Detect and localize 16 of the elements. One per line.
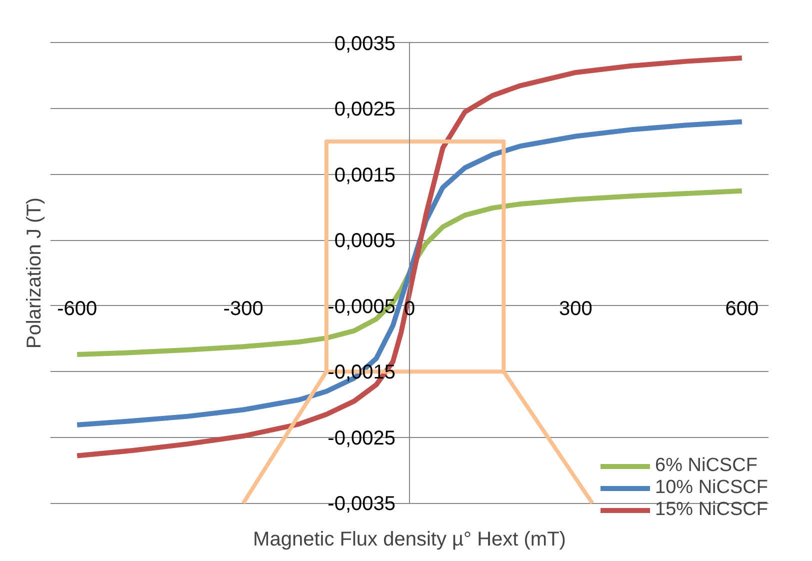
- x-tick-label: 300: [559, 298, 592, 320]
- x-tick-label: -300: [223, 298, 264, 320]
- legend-label: 10% NiCSCF: [655, 477, 768, 499]
- legend-label: 15% NiCSCF: [655, 499, 768, 521]
- x-tick-label: 600: [725, 298, 759, 320]
- legend-label: 6% NiCSCF: [655, 455, 758, 477]
- y-tick-label: -0,0015: [328, 362, 396, 384]
- y-tick-label: 0,0015: [334, 164, 396, 186]
- y-tick-label: -0,0025: [328, 427, 396, 450]
- x-tick-label: -600: [57, 298, 98, 320]
- y-tick-label: 0,0005: [334, 230, 396, 252]
- y-tick-label: 0,0035: [334, 32, 396, 55]
- y-tick-label: 0,0025: [334, 98, 396, 121]
- x-axis-title: Magnetic Flux density µ° Hext (mT): [253, 528, 566, 550]
- y-tick-label: -0,0035: [328, 493, 396, 516]
- y-axis-title: Polarization J (T): [24, 197, 46, 349]
